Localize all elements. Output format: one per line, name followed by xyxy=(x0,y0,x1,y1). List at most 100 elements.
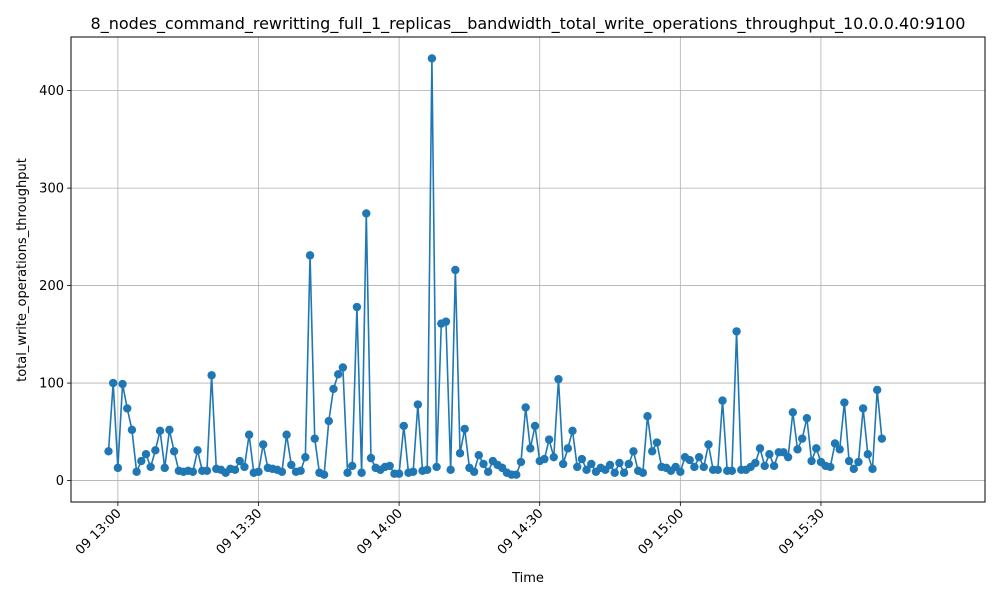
data-point xyxy=(479,459,488,469)
data-point xyxy=(348,461,357,471)
data-point xyxy=(127,425,137,435)
data-point xyxy=(137,456,146,466)
data-point xyxy=(287,460,296,470)
data-point xyxy=(685,455,694,465)
grid xyxy=(71,37,985,502)
data-point xyxy=(858,404,868,413)
data-point xyxy=(530,421,540,431)
data-point xyxy=(394,469,404,478)
data-point xyxy=(399,421,408,431)
data-point xyxy=(615,458,624,468)
data-point xyxy=(483,467,493,476)
data-point xyxy=(788,408,798,417)
data-point xyxy=(165,425,174,435)
data-point xyxy=(235,456,244,466)
data-point xyxy=(760,461,769,471)
data-point xyxy=(244,430,254,439)
data-point xyxy=(568,426,577,436)
data-point xyxy=(460,424,469,434)
data-point xyxy=(727,466,737,476)
data-point xyxy=(521,403,530,412)
data-point xyxy=(357,468,366,477)
data-point xyxy=(207,371,216,380)
data-point xyxy=(352,302,362,312)
data-point xyxy=(160,463,169,473)
data-point xyxy=(113,463,123,473)
data-point xyxy=(849,464,858,474)
data-point xyxy=(844,456,854,466)
data-point xyxy=(240,462,249,472)
data-point xyxy=(512,470,521,479)
data-point xyxy=(549,452,558,462)
data-point xyxy=(769,461,779,471)
data-point xyxy=(558,459,568,469)
data-point xyxy=(751,458,760,468)
data-point xyxy=(254,467,263,476)
data-point xyxy=(132,467,141,476)
data-point xyxy=(643,412,652,421)
data-point xyxy=(563,444,573,453)
chart-title: 8_nodes_command_rewritting_full_1_replic… xyxy=(91,14,966,34)
data-point xyxy=(362,209,371,218)
data-point xyxy=(624,459,633,469)
data-point xyxy=(587,459,596,469)
data-point xyxy=(104,447,113,456)
data-point xyxy=(540,454,549,464)
data-point xyxy=(544,435,554,444)
data-point xyxy=(755,444,765,453)
data-point xyxy=(301,452,310,462)
data-point xyxy=(193,446,202,455)
plot-frame xyxy=(70,36,986,503)
data-point xyxy=(765,450,774,459)
data-point xyxy=(676,467,685,476)
data-point xyxy=(605,460,615,470)
data-point xyxy=(840,398,849,407)
y-tick-label: 200 xyxy=(39,279,64,294)
data-point xyxy=(146,462,155,472)
data-point xyxy=(732,327,741,336)
data-point xyxy=(141,450,151,459)
data-point xyxy=(783,452,793,462)
data-point xyxy=(802,413,812,423)
series-group xyxy=(104,54,887,479)
data-point xyxy=(830,439,840,448)
y-tick-label: 300 xyxy=(39,182,64,197)
data-point xyxy=(366,453,376,463)
data-point xyxy=(526,444,535,453)
data-point xyxy=(305,251,315,260)
data-point xyxy=(582,465,591,475)
data-point xyxy=(868,464,877,474)
x-axis-label: Time xyxy=(511,571,544,586)
y-tick-label: 0 xyxy=(56,474,64,489)
data-point xyxy=(516,457,526,467)
data-point xyxy=(638,468,648,477)
data-point xyxy=(798,434,807,443)
data-point xyxy=(577,454,587,464)
data-point xyxy=(118,379,127,389)
data-point xyxy=(296,466,305,476)
data-point xyxy=(310,434,319,443)
data-point xyxy=(826,462,835,472)
data-point xyxy=(277,467,287,476)
data-point xyxy=(554,374,563,384)
data-point xyxy=(441,317,451,326)
data-point xyxy=(694,452,704,462)
data-point xyxy=(151,446,160,455)
y-axis-label: total_write_operations_throughput xyxy=(15,158,30,382)
data-point xyxy=(258,440,268,449)
data-point xyxy=(455,449,465,458)
data-point xyxy=(877,434,887,443)
data-point xyxy=(432,462,441,472)
data-point xyxy=(652,438,662,447)
data-point xyxy=(835,445,844,454)
data-point xyxy=(872,385,882,395)
y-tick-label: 100 xyxy=(39,377,64,392)
data-point xyxy=(123,404,132,413)
data-point xyxy=(812,444,821,453)
data-point xyxy=(474,451,483,460)
data-point xyxy=(451,265,460,275)
data-point xyxy=(619,468,629,477)
data-point xyxy=(807,456,816,466)
data-point xyxy=(863,450,873,459)
